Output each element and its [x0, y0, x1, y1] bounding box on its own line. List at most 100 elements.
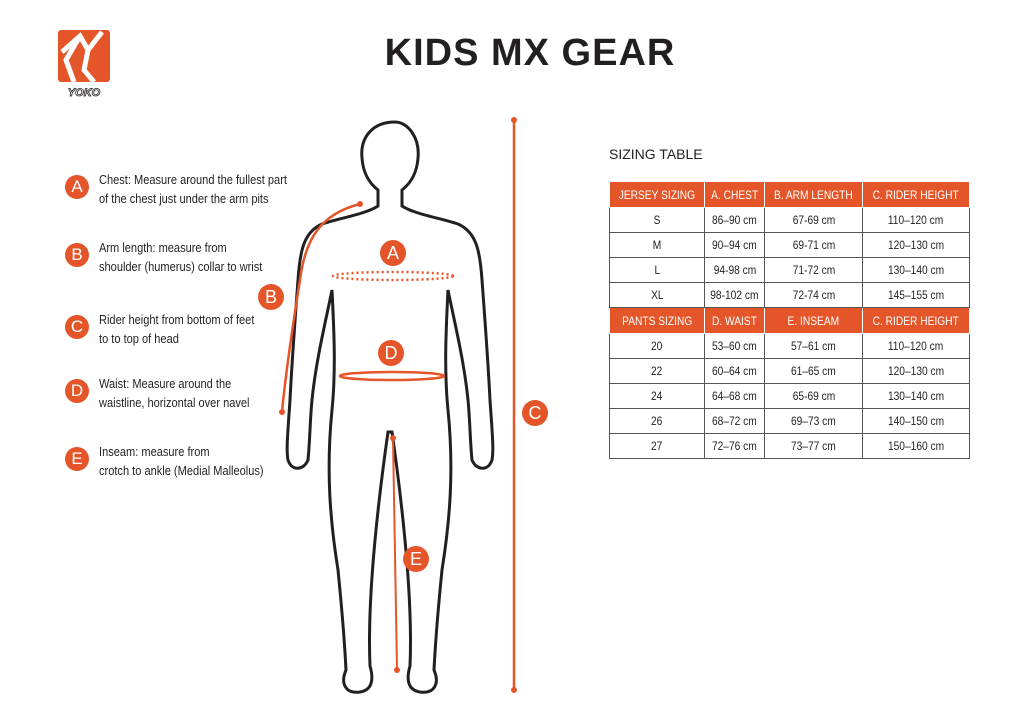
svg-text:YOKO: YOKO: [68, 87, 101, 99]
table-cell: B. ARM LENGTH: [764, 181, 864, 208]
legend-line: Inseam: measure from: [99, 444, 210, 459]
cell-text: 110–120 cm: [888, 213, 944, 227]
table-cell: 67-69 cm: [764, 207, 864, 233]
cell-text: 65-69 cm: [792, 389, 835, 403]
table-cell: 69–73 cm: [764, 408, 864, 434]
table-cell: 72-74 cm: [764, 282, 864, 308]
table-cell: D. WAIST: [703, 307, 766, 334]
table-cell: C. RIDER HEIGHT: [862, 181, 970, 208]
cell-text: 86–90 cm: [712, 213, 757, 227]
cell-text: 67-69 cm: [792, 213, 835, 227]
legend-line: shoulder (humerus) collar to wrist: [99, 259, 263, 274]
table-cell: M: [609, 232, 705, 258]
marker-a: A: [380, 240, 406, 266]
table-cell: JERSEY SIZING: [609, 181, 705, 208]
legend-line: Chest: Measure around the fullest part: [99, 172, 287, 187]
table-cell: 98-102 cm: [703, 282, 766, 308]
table-cell: L: [609, 257, 705, 283]
table-row: S 86–90 cm 67-69 cm 110–120 cm: [609, 207, 970, 233]
table-cell: 73–77 cm: [764, 433, 864, 459]
cell-text: PANTS SIZING: [621, 313, 692, 328]
cell-text: 72-74 cm: [792, 288, 835, 302]
cell-text: E. INSEAM: [787, 313, 840, 328]
table-cell: 53–60 cm: [703, 333, 766, 359]
cell-text: JERSEY SIZING: [618, 187, 696, 202]
table-cell: 150–160 cm: [862, 433, 970, 459]
cell-text: 130–140 cm: [887, 389, 945, 403]
table-cell: XL: [609, 282, 705, 308]
table-cell: PANTS SIZING: [609, 307, 705, 334]
cell-text: 145–155 cm: [887, 288, 945, 302]
cell-text: A. CHEST: [710, 187, 759, 202]
legend-text: Rider height from bottom of feet to to to…: [99, 310, 254, 348]
yoko-logo: YOKO: [58, 30, 112, 100]
cell-text: S: [653, 213, 661, 227]
legend-line: Arm length: measure from: [99, 240, 227, 255]
legend-text: Chest: Measure around the fullest part of…: [99, 170, 287, 208]
cell-text: 150–160 cm: [887, 439, 945, 453]
table-cell: 22: [609, 358, 705, 384]
cell-text: 90–94 cm: [712, 238, 757, 252]
legend-badge: A: [65, 175, 89, 199]
marker-c: C: [522, 400, 548, 426]
table-row: 20 53–60 cm 57–61 cm 110–120 cm: [609, 333, 970, 359]
table-cell: 140–150 cm: [862, 408, 970, 434]
legend-item: E Inseam: measure from crotch to ankle (Me…: [65, 442, 305, 480]
legend-line: crotch to ankle (Medial Malleolus): [99, 463, 264, 478]
table-row: M 90–94 cm 69-71 cm 120–130 cm: [609, 232, 970, 258]
legend-text: Arm length: measure from shoulder (humeru…: [99, 238, 262, 276]
table-cell: 130–140 cm: [862, 383, 970, 409]
table-cell: 26: [609, 408, 705, 434]
cell-text: 120–130 cm: [887, 238, 945, 252]
marker-b: B: [258, 284, 284, 310]
table-caption: SIZING TABLE: [609, 146, 703, 162]
table-cell: C. RIDER HEIGHT: [862, 307, 970, 334]
legend-line: Waist: Measure around the: [99, 376, 232, 391]
cell-text: XL: [650, 288, 664, 302]
cell-text: 73–77 cm: [791, 439, 836, 453]
cell-text: 94-98 cm: [713, 263, 756, 277]
legend-text: Waist: Measure around the waistline, hori…: [99, 374, 249, 412]
table-cell: 20: [609, 333, 705, 359]
table-cell: S: [609, 207, 705, 233]
legend-badge: E: [65, 447, 89, 471]
table-cell: 90–94 cm: [703, 232, 766, 258]
marker-e: E: [403, 546, 429, 572]
cell-text: 140–150 cm: [887, 414, 945, 428]
table-row: 26 68–72 cm 69–73 cm 140–150 cm: [609, 408, 970, 434]
cell-text: 69-71 cm: [792, 238, 835, 252]
legend-item: B Arm length: measure from shoulder (humer…: [65, 238, 305, 276]
table-cell: A. CHEST: [703, 181, 766, 208]
table-cell: 61–65 cm: [764, 358, 864, 384]
table-cell: 57–61 cm: [764, 333, 864, 359]
cell-text: 61–65 cm: [791, 364, 836, 378]
table-cell: 110–120 cm: [862, 333, 970, 359]
table-cell: 64–68 cm: [703, 383, 766, 409]
table-cell: 24: [609, 383, 705, 409]
cell-text: 53–60 cm: [712, 339, 757, 353]
body-outline: [285, 120, 495, 694]
table-cell: 69-71 cm: [764, 232, 864, 258]
table-row: 22 60–64 cm 61–65 cm 120–130 cm: [609, 358, 970, 384]
cell-text: B. ARM LENGTH: [774, 187, 853, 202]
cell-text: C. RIDER HEIGHT: [872, 187, 960, 202]
table-header-row: PANTS SIZING D. WAIST E. INSEAM C. RIDER HE…: [609, 307, 970, 334]
legend-line: waistline, horizontal over navel: [99, 395, 250, 410]
table-cell: 110–120 cm: [862, 207, 970, 233]
legend-item: C Rider height from bottom of feet to to t…: [65, 310, 305, 348]
table-cell: 65-69 cm: [764, 383, 864, 409]
table-cell: 72–76 cm: [703, 433, 766, 459]
legend-badge: D: [65, 379, 89, 403]
table-cell: 60–64 cm: [703, 358, 766, 384]
table-cell: 94-98 cm: [703, 257, 766, 283]
cell-text: 22: [651, 364, 663, 378]
table-cell: 145–155 cm: [862, 282, 970, 308]
cell-text: 130–140 cm: [887, 263, 945, 277]
cell-text: 110–120 cm: [888, 339, 944, 353]
cell-text: 68–72 cm: [712, 414, 757, 428]
cell-text: 27: [651, 439, 663, 453]
cell-text: 26: [651, 414, 663, 428]
legend-text: Inseam: measure from crotch to ankle (Med…: [99, 442, 264, 480]
cell-text: C. RIDER HEIGHT: [872, 313, 960, 328]
